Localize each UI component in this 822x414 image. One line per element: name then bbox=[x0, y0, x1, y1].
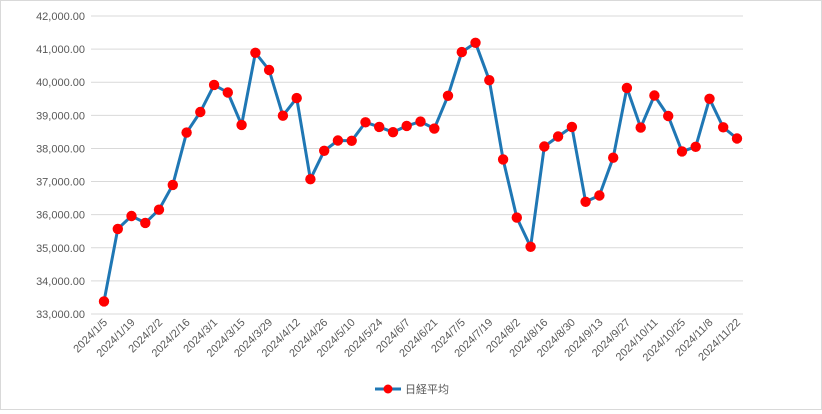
data-point bbox=[153, 204, 165, 215]
data-point bbox=[635, 122, 646, 133]
gridlines bbox=[91, 15, 743, 315]
data-point bbox=[621, 82, 633, 94]
data-point bbox=[346, 135, 357, 146]
data-point bbox=[470, 37, 481, 48]
data-point bbox=[305, 174, 316, 185]
x-axis-tick-labels: 2024/1/52024/1/192024/2/22024/2/162024/3… bbox=[71, 317, 743, 364]
legend-label: 日経平均 bbox=[405, 383, 449, 396]
data-point bbox=[442, 90, 454, 102]
data-point bbox=[415, 116, 426, 127]
data-point bbox=[731, 133, 743, 144]
data-point bbox=[167, 179, 178, 191]
data-point bbox=[140, 217, 151, 229]
data-point bbox=[690, 141, 701, 152]
data-point bbox=[663, 110, 674, 122]
data-point bbox=[608, 152, 619, 163]
data-point bbox=[525, 241, 536, 252]
legend-marker-icon bbox=[383, 384, 393, 394]
data-point bbox=[704, 93, 715, 105]
data-point bbox=[319, 145, 330, 156]
data-point bbox=[676, 146, 688, 157]
y-tick-label: 40,000.00 bbox=[36, 77, 85, 89]
y-tick-label: 35,000.00 bbox=[36, 243, 85, 255]
series-lines bbox=[102, 41, 738, 302]
data-point bbox=[181, 127, 192, 138]
data-point bbox=[456, 46, 467, 58]
data-point bbox=[112, 223, 124, 235]
data-point bbox=[552, 131, 564, 142]
data-point bbox=[649, 90, 660, 101]
y-tick-label: 36,000.00 bbox=[36, 210, 85, 222]
data-point bbox=[263, 64, 275, 76]
y-axis-tick-labels: 33,000.00 34,000.00 35,000.00 36,000.00 37,0… bbox=[36, 11, 85, 321]
data-point bbox=[497, 154, 509, 165]
data-point bbox=[718, 122, 729, 133]
data-point bbox=[539, 141, 550, 152]
data-point bbox=[429, 123, 440, 134]
data-point bbox=[126, 210, 137, 222]
y-tick-label: 39,000.00 bbox=[36, 110, 85, 122]
data-point bbox=[374, 121, 385, 133]
data-point bbox=[484, 75, 495, 86]
data-point bbox=[360, 117, 371, 128]
data-point bbox=[277, 110, 289, 121]
data-point bbox=[566, 121, 578, 133]
data-points bbox=[98, 37, 743, 307]
y-tick-label: 38,000.00 bbox=[36, 143, 85, 155]
y-tick-label: 33,000.00 bbox=[36, 309, 85, 321]
data-point bbox=[291, 92, 302, 104]
data-point bbox=[401, 120, 412, 132]
data-point bbox=[511, 212, 522, 223]
y-tick-label: 41,000.00 bbox=[36, 44, 85, 56]
y-tick-label: 37,000.00 bbox=[36, 177, 85, 189]
data-point bbox=[98, 296, 110, 307]
y-tick-label: 42,000.00 bbox=[36, 11, 85, 23]
data-point bbox=[236, 119, 247, 131]
series-line bbox=[102, 41, 738, 302]
data-point bbox=[332, 135, 344, 146]
data-point bbox=[594, 190, 605, 201]
legend: 日経平均 bbox=[375, 383, 449, 396]
data-point bbox=[208, 79, 220, 91]
data-point bbox=[387, 127, 399, 138]
data-point bbox=[195, 106, 206, 118]
data-point bbox=[580, 196, 591, 207]
data-point bbox=[222, 87, 233, 98]
y-tick-label: 34,000.00 bbox=[36, 276, 85, 288]
data-point bbox=[250, 47, 261, 58]
